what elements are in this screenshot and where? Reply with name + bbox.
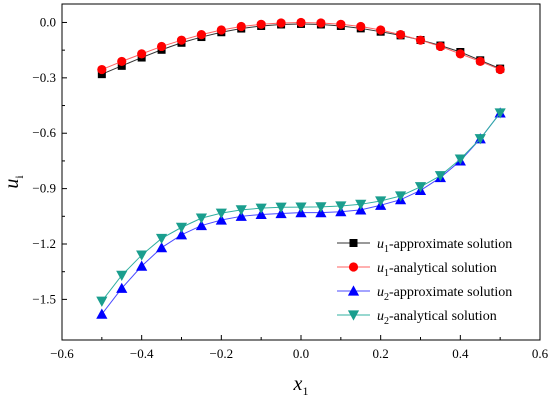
y-tick-label: −0.6	[32, 125, 56, 140]
data-point	[96, 308, 108, 319]
data-point	[316, 18, 326, 28]
legend-marker	[347, 285, 360, 296]
data-point	[275, 207, 287, 219]
y-tick-label: −1.2	[32, 236, 56, 251]
legend-label: u2-approximate solution	[377, 285, 512, 303]
data-point	[355, 199, 367, 210]
data-point	[136, 250, 148, 261]
data-point	[215, 214, 227, 225]
x-tick-label: −0.6	[50, 346, 74, 361]
legend-marker	[348, 262, 359, 272]
data-point	[434, 171, 447, 182]
x-tick-label: −0.2	[210, 346, 234, 361]
data-point	[276, 18, 286, 28]
axis-ticks: −0.6 −0.4 −0.2 0.0 0.2 0.4 0.6 0.0 −0.3 −0.6 −0.9 −…	[32, 14, 548, 361]
data-point	[495, 64, 505, 75]
legend-item: u1-approximate solution	[337, 237, 512, 255]
data-point	[235, 210, 247, 221]
x-tick-label: 0.0	[293, 346, 309, 361]
data-point	[475, 56, 485, 67]
data-point	[216, 25, 226, 35]
x-tick-label: 0.6	[532, 346, 549, 361]
data-point	[235, 205, 247, 216]
data-point	[375, 196, 387, 207]
data-point	[414, 182, 427, 193]
data-point	[275, 202, 287, 213]
x-tick-label: 0.4	[452, 346, 469, 361]
legend-item: u1-analytical solution	[337, 261, 497, 279]
data-point	[156, 41, 167, 52]
legend-label: u2-analytical solution	[377, 309, 497, 327]
data-point	[97, 70, 106, 79]
data-point	[137, 49, 147, 59]
data-point	[494, 108, 506, 119]
data-point	[195, 219, 208, 231]
data-point	[236, 21, 246, 32]
data-point	[116, 270, 128, 281]
y-tick-label: −0.9	[32, 181, 56, 196]
data-point	[155, 242, 168, 253]
data-point	[97, 64, 107, 75]
data-point	[454, 154, 466, 165]
x-tick-label: −0.4	[130, 346, 154, 361]
series-4	[96, 108, 506, 307]
data-point	[256, 19, 266, 29]
data-point	[175, 222, 188, 233]
x-tick-label: 0.2	[373, 346, 389, 361]
data-point	[435, 41, 446, 52]
data-point	[415, 35, 426, 45]
data-point	[315, 202, 327, 213]
y-tick-label: −1.5	[32, 291, 56, 306]
data-point	[255, 203, 267, 214]
data-point	[215, 208, 227, 219]
data-point	[176, 35, 187, 45]
legend-item: u2-analytical solution	[337, 309, 497, 327]
data-point	[455, 49, 465, 59]
legend-label: u1-analytical solution	[377, 261, 497, 279]
data-point	[196, 30, 207, 40]
legend-marker	[347, 310, 360, 321]
data-point	[335, 201, 347, 212]
data-point	[96, 296, 108, 307]
data-point	[116, 282, 128, 293]
x-axis-label: x1	[293, 373, 309, 398]
data-point	[295, 202, 307, 213]
y-tick-label: 0.0	[40, 14, 56, 29]
legend-label: u1-approximate solution	[377, 237, 512, 255]
legend-item: u2-approximate solution	[337, 285, 512, 303]
legend: u1-approximate solution u1-analytical sol…	[337, 237, 512, 327]
data-point	[255, 208, 267, 220]
data-point	[155, 233, 168, 245]
data-point	[356, 21, 366, 32]
data-point	[376, 25, 386, 35]
data-point	[296, 17, 306, 28]
data-point	[395, 30, 406, 40]
y-axis-label: ui	[1, 175, 26, 189]
y-tick-label: −0.3	[32, 70, 56, 85]
data-point	[195, 213, 208, 224]
data-point	[136, 260, 148, 271]
data-point	[474, 134, 486, 145]
plot-series	[96, 17, 506, 319]
data-point	[336, 19, 346, 29]
data-point	[175, 229, 188, 240]
series-2	[97, 17, 505, 75]
data-point	[394, 191, 407, 202]
data-point	[117, 56, 127, 67]
legend-marker	[349, 239, 358, 247]
